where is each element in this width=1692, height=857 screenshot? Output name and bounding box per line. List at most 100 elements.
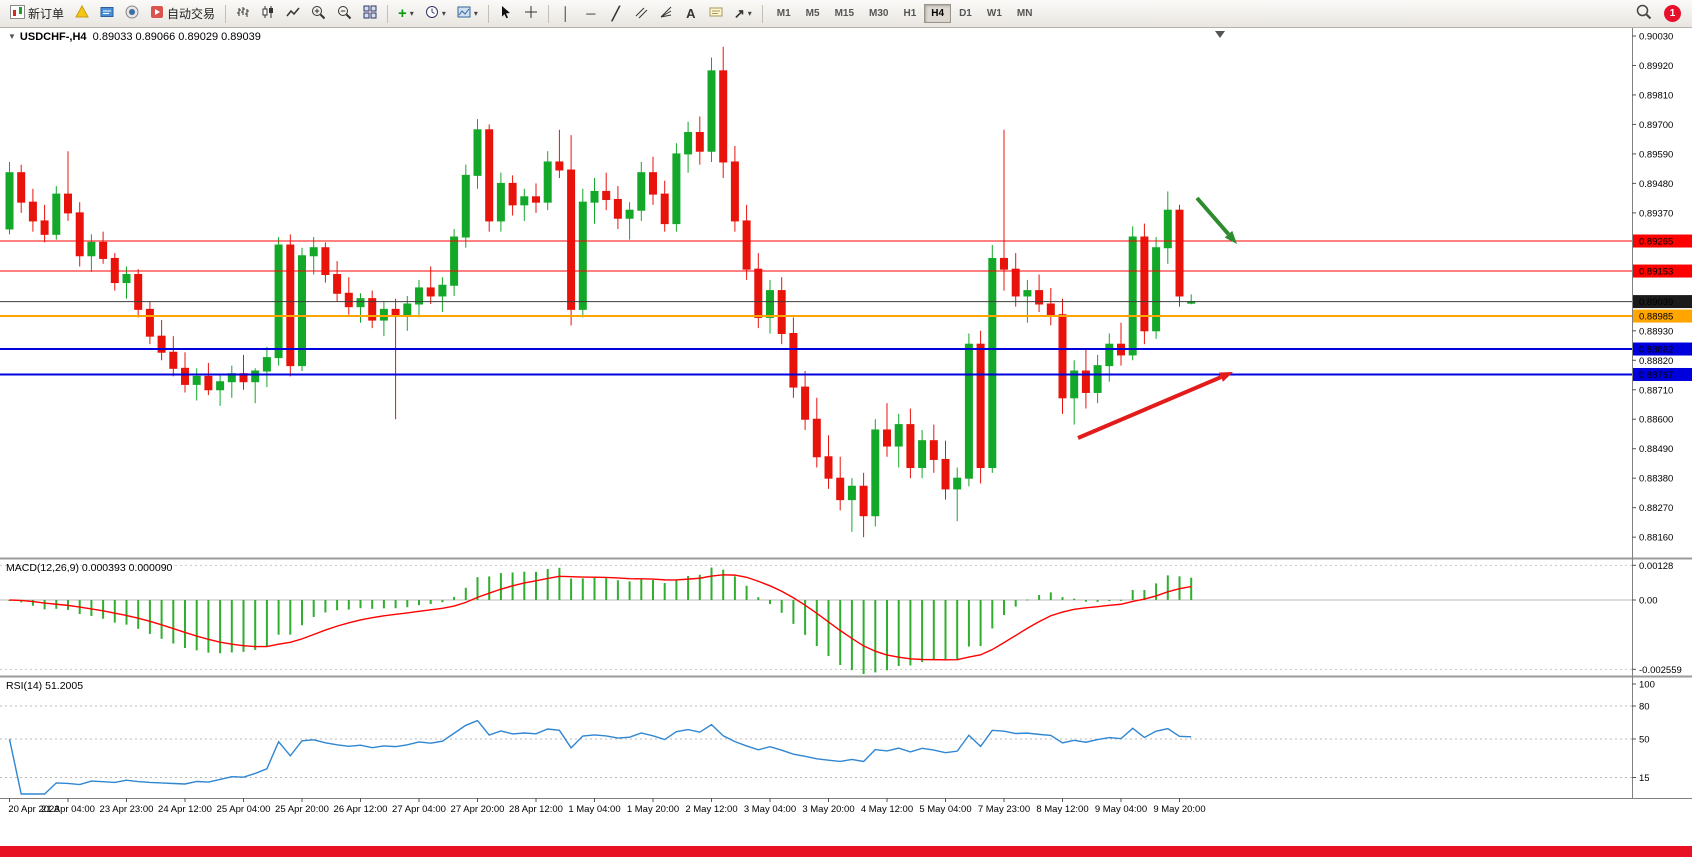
notification-badge[interactable]: 1 <box>1664 5 1681 22</box>
trendline-icon: ╱ <box>611 6 620 21</box>
svg-text:27 Apr 20:00: 27 Apr 20:00 <box>451 804 505 815</box>
chart-canvas[interactable]: 0.90030 0.89920 0.89810 0.89700 0.89590 0.894… <box>0 28 1692 846</box>
svg-text:5 May 04:00: 5 May 04:00 <box>919 804 971 815</box>
toolbar-separator <box>225 4 227 23</box>
rsi-header: RSI(14) 51.2005 <box>6 680 83 692</box>
svg-text:25 Apr 04:00: 25 Apr 04:00 <box>217 804 271 815</box>
timeframe-h4[interactable]: H4 <box>924 4 952 23</box>
svg-text:9 May 04:00: 9 May 04:00 <box>1095 804 1147 815</box>
svg-text:21 Apr 04:00: 21 Apr 04:00 <box>41 804 95 815</box>
text-label-icon <box>709 5 723 22</box>
timeframe-mn[interactable]: MN <box>1010 4 1040 23</box>
search-icon <box>1636 4 1652 23</box>
bottom-red-bar <box>0 846 1692 857</box>
auto-trading-label: 自动交易 <box>167 7 216 21</box>
bar-chart-icon <box>236 5 250 22</box>
vertical-line-button[interactable]: │ <box>554 3 578 25</box>
timeframe-m30[interactable]: M30 <box>862 4 895 23</box>
svg-text:0.89480: 0.89480 <box>1639 179 1673 190</box>
navigator-icon <box>100 5 114 22</box>
vertical-line-icon: │ <box>561 6 570 21</box>
svg-text:0.00: 0.00 <box>1639 596 1658 607</box>
horizontal-line-button[interactable]: ─ <box>579 3 603 25</box>
new-order-button[interactable]: 新订单 <box>5 3 69 25</box>
chevron-down-icon: ▾ <box>441 8 446 18</box>
rsi-indicator-label: RSI(14) <box>6 680 43 692</box>
toolbar-separator <box>547 4 549 23</box>
crosshair-button[interactable] <box>519 3 543 25</box>
svg-text:80: 80 <box>1639 702 1650 713</box>
terminal-button[interactable] <box>120 3 144 25</box>
cursor-icon <box>499 5 513 22</box>
timeframe-m15[interactable]: M15 <box>828 4 861 23</box>
tile-windows-button[interactable] <box>358 3 382 25</box>
chart-collapse-icon[interactable]: ▼ <box>8 32 16 41</box>
fibonacci-button[interactable] <box>654 3 678 25</box>
zoom-out-button[interactable] <box>332 3 357 25</box>
market-watch-button[interactable] <box>70 3 94 25</box>
market-watch-icon <box>75 4 89 22</box>
terminal-icon <box>125 5 139 22</box>
svg-text:3 May 04:00: 3 May 04:00 <box>744 804 796 815</box>
svg-text:0.88490: 0.88490 <box>1639 444 1673 455</box>
crosshair-icon <box>524 5 538 22</box>
toolbar-separator <box>387 4 389 23</box>
channel-button[interactable] <box>629 3 653 25</box>
timeframe-d1[interactable]: D1 <box>952 4 979 23</box>
chart-symbol-period: USDCHF-,H4 <box>19 31 87 43</box>
channel-icon <box>634 5 648 22</box>
svg-text:50: 50 <box>1639 735 1650 746</box>
candlestick-chart-button[interactable] <box>256 3 280 25</box>
search-button[interactable] <box>1631 3 1657 25</box>
svg-text:0.88767: 0.88767 <box>1639 370 1673 381</box>
svg-text:100: 100 <box>1639 680 1655 691</box>
svg-text:0.88862: 0.88862 <box>1639 345 1673 356</box>
svg-text:0.88270: 0.88270 <box>1639 503 1673 514</box>
svg-text:0.88160: 0.88160 <box>1639 533 1673 544</box>
timeframe-m1[interactable]: M1 <box>770 4 798 23</box>
macd-indicator-label: MACD(12,26,9) <box>6 562 79 574</box>
auto-trading-icon <box>150 5 164 22</box>
svg-text:24 Apr 12:00: 24 Apr 12:00 <box>158 804 212 815</box>
svg-text:0.89039: 0.89039 <box>1639 297 1673 308</box>
indicators-dropdown[interactable]: + ▾ <box>393 3 419 25</box>
templates-dropdown[interactable]: ▾ <box>452 3 483 25</box>
add-indicator-icon: + <box>398 5 407 22</box>
cursor-button[interactable] <box>494 3 518 25</box>
svg-text:27 Apr 04:00: 27 Apr 04:00 <box>392 804 446 815</box>
new-order-label: 新订单 <box>28 7 65 21</box>
svg-text:0.88985: 0.88985 <box>1639 312 1673 323</box>
navigator-button[interactable] <box>95 3 119 25</box>
svg-text:8 May 12:00: 8 May 12:00 <box>1036 804 1088 815</box>
clock-icon <box>425 5 439 22</box>
chart-ohlc-header: ▼ USDCHF-,H4 0.89033 0.89066 0.89029 0.89… <box>8 31 261 43</box>
timeframe-group: M1 M5 M15 M30 H1 H4 D1 W1 MN <box>770 4 1040 23</box>
svg-text:1 May 20:00: 1 May 20:00 <box>627 804 679 815</box>
horizontal-line-icon: ─ <box>586 6 596 21</box>
auto-trading-button[interactable]: 自动交易 <box>145 3 220 25</box>
timeframe-m5[interactable]: M5 <box>799 4 827 23</box>
bar-chart-button[interactable] <box>231 3 255 25</box>
timeframe-h1[interactable]: H1 <box>896 4 923 23</box>
svg-text:0.90030: 0.90030 <box>1639 32 1673 43</box>
chevron-down-icon: ▾ <box>473 8 478 18</box>
svg-text:0.89920: 0.89920 <box>1639 61 1673 72</box>
line-chart-button[interactable] <box>281 3 305 25</box>
arrows-dropdown[interactable]: ↗ ▾ <box>729 3 757 25</box>
zoom-in-button[interactable] <box>306 3 331 25</box>
timeframe-w1[interactable]: W1 <box>980 4 1009 23</box>
svg-text:20 Apr 2023: 20 Apr 2023 <box>8 804 59 815</box>
trendline-button[interactable]: ╱ <box>604 3 628 25</box>
periods-dropdown[interactable]: ▾ <box>420 3 451 25</box>
svg-text:0.88380: 0.88380 <box>1639 474 1673 485</box>
svg-text:0.89810: 0.89810 <box>1639 90 1673 101</box>
svg-text:0.89153: 0.89153 <box>1639 267 1673 278</box>
text-tool-button[interactable]: A <box>679 3 703 25</box>
svg-text:0.00128: 0.00128 <box>1639 561 1673 572</box>
macd-header: MACD(12,26,9) 0.000393 0.000090 <box>6 562 172 574</box>
chart-ohlc-values: 0.89033 0.89066 0.89029 0.89039 <box>92 31 261 43</box>
svg-text:1 May 04:00: 1 May 04:00 <box>568 804 620 815</box>
text-label-button[interactable] <box>704 3 728 25</box>
svg-text:23 Apr 23:00: 23 Apr 23:00 <box>100 804 154 815</box>
